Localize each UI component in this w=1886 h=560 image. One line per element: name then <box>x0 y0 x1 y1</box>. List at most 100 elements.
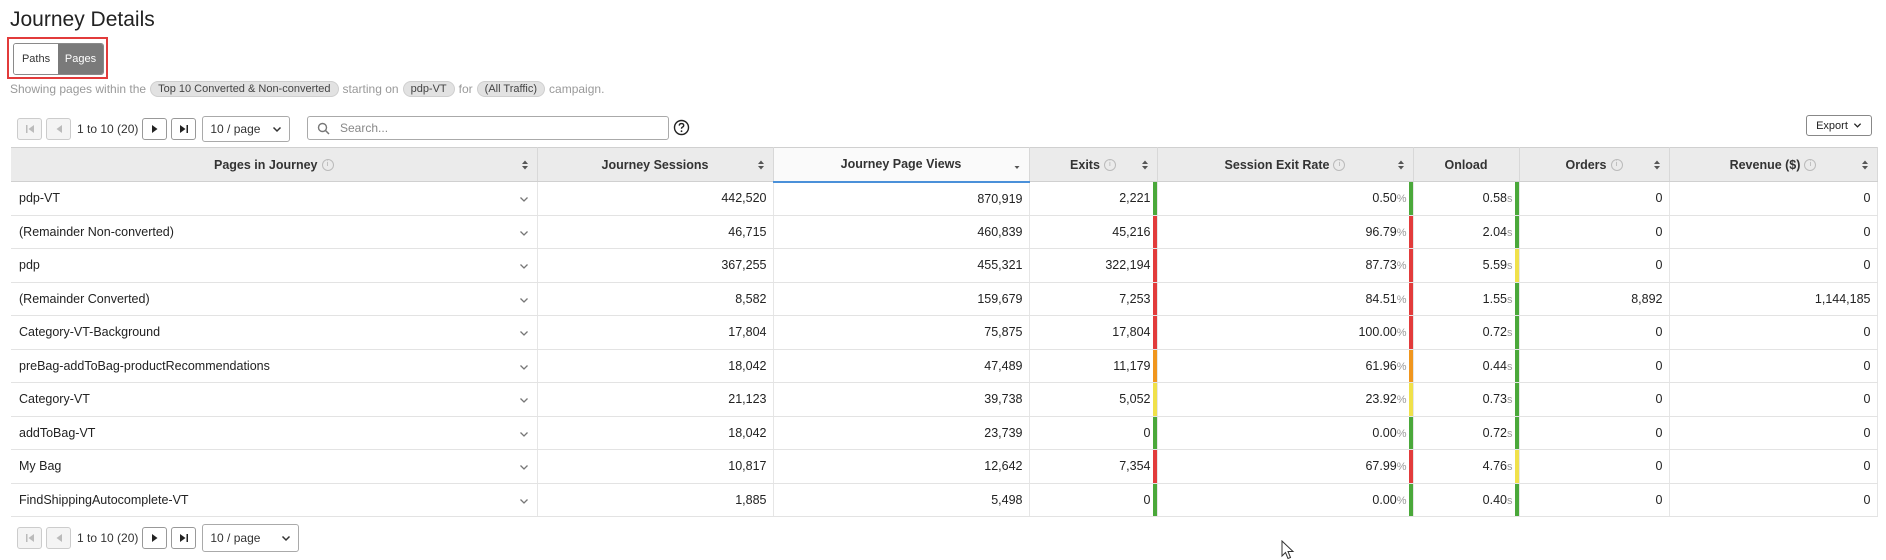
orders-cell: 0 <box>1519 248 1670 283</box>
page-size-select[interactable]: 10 / page <box>202 524 300 552</box>
first-page-button[interactable] <box>17 118 42 140</box>
chevron-down-icon[interactable] <box>519 395 529 405</box>
revenue-cell: 0 <box>1669 248 1878 283</box>
sort-icon[interactable] <box>1397 159 1405 171</box>
chevron-down-icon[interactable] <box>519 496 529 506</box>
orders-cell-value: 0 <box>1655 358 1663 373</box>
search-input[interactable] <box>338 120 642 136</box>
export-button[interactable]: Export <box>1806 115 1872 136</box>
last-page-button[interactable] <box>171 527 197 549</box>
page-size-select[interactable]: 10 / page <box>202 116 291 142</box>
first-page-button[interactable] <box>17 527 42 549</box>
column-header-onload[interactable]: Onload <box>1413 147 1520 182</box>
column-header-page-views[interactable]: Journey Page Views <box>773 147 1030 183</box>
prev-page-button[interactable] <box>46 527 71 549</box>
page-name-cell[interactable]: (Remainder Converted) <box>11 282 538 316</box>
chevron-down-icon[interactable] <box>519 228 529 238</box>
page-name-cell[interactable]: pdp-VT <box>11 181 538 216</box>
onload-cell-value: 0.58 <box>1482 191 1507 206</box>
exits-cell-value: 5,052 <box>1119 392 1151 407</box>
page-name-cell[interactable]: addToBag-VT <box>11 416 538 450</box>
search-box[interactable] <box>307 116 669 140</box>
revenue-cell: 0 <box>1669 315 1878 350</box>
unit-label: % <box>1396 461 1407 474</box>
page-name-cell[interactable]: Category-VT-Background <box>11 315 538 350</box>
column-header-orders[interactable]: Orders i <box>1519 147 1670 182</box>
page-name-cell[interactable]: My Bag <box>11 449 538 484</box>
orders-cell: 0 <box>1519 483 1670 517</box>
next-page-button[interactable] <box>142 527 168 549</box>
table-row[interactable]: Category-VT-Background 17,804 75,875 17,804… <box>11 315 1878 350</box>
page-name-cell-value: Category-VT <box>19 392 90 407</box>
start-page-chip[interactable]: pdp-VT <box>402 81 455 97</box>
page-views-cell-value: 5,498 <box>991 492 1023 507</box>
chevron-down-icon[interactable] <box>519 261 529 271</box>
column-header-label: Journey Sessions <box>601 157 709 172</box>
table-row[interactable]: Category-VT 21,123 39,738 5,052 23.92% 0.73s 0… <box>11 382 1878 417</box>
sort-icon[interactable] <box>521 159 529 171</box>
sort-icon[interactable] <box>1653 159 1661 171</box>
info-icon[interactable]: i <box>321 159 334 172</box>
paths-toggle-button[interactable]: Paths <box>14 44 58 74</box>
revenue-cell: 0 <box>1669 181 1878 216</box>
column-header-exits[interactable]: Exits i <box>1029 147 1158 182</box>
sort-icon[interactable] <box>757 159 765 171</box>
table-row[interactable]: addToBag-VT 18,042 23,739 0 0.00% 0.72s 0 0 <box>11 416 1878 450</box>
page-name-cell-value: My Bag <box>19 459 62 474</box>
chevron-down-icon[interactable] <box>519 429 529 439</box>
onload-cell: 0.72s <box>1413 315 1520 350</box>
info-icon[interactable]: i <box>1333 159 1346 172</box>
table-header-row: Pages in Journey i Journey Sessions Journ… <box>11 147 1878 183</box>
table-row[interactable]: FindShippingAutocomplete-VT 1,885 5,498 0 0.… <box>11 483 1878 517</box>
last-page-icon <box>179 534 188 542</box>
table-row[interactable]: pdp-VT 442,520 870,919 2,221 0.50% 0.58s 0 0 <box>11 181 1878 216</box>
chevron-down-icon[interactable] <box>519 295 529 305</box>
prev-page-button[interactable] <box>46 118 71 140</box>
column-header-label: Pages in Journey <box>213 157 318 172</box>
table-row[interactable]: pdp 367,255 455,321 322,194 87.73% 5.59s 0 0 <box>11 248 1878 283</box>
column-header-exit-rate[interactable]: Session Exit Rate i <box>1157 147 1414 182</box>
page-name-cell[interactable]: preBag-addToBag-productRecommendations <box>11 349 538 383</box>
chevron-down-icon[interactable] <box>519 362 529 372</box>
column-header-revenue[interactable]: Revenue ($) i <box>1669 147 1878 182</box>
help-icon[interactable] <box>673 119 690 136</box>
info-icon[interactable]: i <box>1804 159 1817 172</box>
table-row[interactable]: (Remainder Non-converted) 46,715 460,839 45… <box>11 215 1878 249</box>
exit-rate-cell-value: 87.73 <box>1365 258 1397 273</box>
table-row[interactable]: preBag-addToBag-productRecommendations 18… <box>11 349 1878 383</box>
column-header-sessions[interactable]: Journey Sessions <box>537 147 774 182</box>
onload-cell-value: 5.59 <box>1482 258 1507 273</box>
sort-icon[interactable] <box>1861 159 1869 171</box>
sort-desc-icon[interactable] <box>1013 159 1021 171</box>
chevron-down-icon[interactable] <box>519 462 529 472</box>
last-page-button[interactable] <box>171 118 197 140</box>
page-name-cell[interactable]: (Remainder Non-converted) <box>11 215 538 249</box>
segment-chip[interactable]: Top 10 Converted & Non-converted <box>150 81 339 97</box>
column-header-pages[interactable]: Pages in Journey i <box>11 147 538 182</box>
page-views-cell: 23,739 <box>773 416 1030 450</box>
unit-label: % <box>1396 360 1407 373</box>
chevron-down-icon[interactable] <box>519 194 529 204</box>
unit-label: % <box>1396 226 1407 239</box>
next-page-button[interactable] <box>142 118 168 140</box>
info-icon[interactable]: i <box>1103 159 1116 172</box>
page-name-cell[interactable]: Category-VT <box>11 382 538 417</box>
table-row[interactable]: My Bag 10,817 12,642 7,354 67.99% 4.76s 0 0 <box>11 449 1878 484</box>
campaign-chip[interactable]: (All Traffic) <box>476 81 546 97</box>
exit-rate-cell: 0.00% <box>1157 416 1414 450</box>
table-row[interactable]: (Remainder Converted) 8,582 159,679 7,253 84… <box>11 282 1878 316</box>
page-name-cell[interactable]: pdp <box>11 248 538 283</box>
exits-cell-value: 322,194 <box>1105 258 1151 273</box>
unit-label: s <box>1507 494 1513 507</box>
exit-rate-cell: 100.00% <box>1157 315 1414 350</box>
exits-status-bar <box>1152 215 1157 248</box>
page-name-cell[interactable]: FindShippingAutocomplete-VT <box>11 483 538 517</box>
revenue-cell: 0 <box>1669 349 1878 383</box>
sort-icon[interactable] <box>1141 159 1149 171</box>
sessions-cell: 1,885 <box>537 483 774 517</box>
info-icon[interactable]: i <box>1610 159 1623 172</box>
chevron-down-icon[interactable] <box>519 328 529 338</box>
onload-status-bar <box>1514 383 1519 416</box>
onload-status-bar <box>1514 450 1519 483</box>
pages-toggle-button[interactable]: Pages <box>58 44 103 74</box>
